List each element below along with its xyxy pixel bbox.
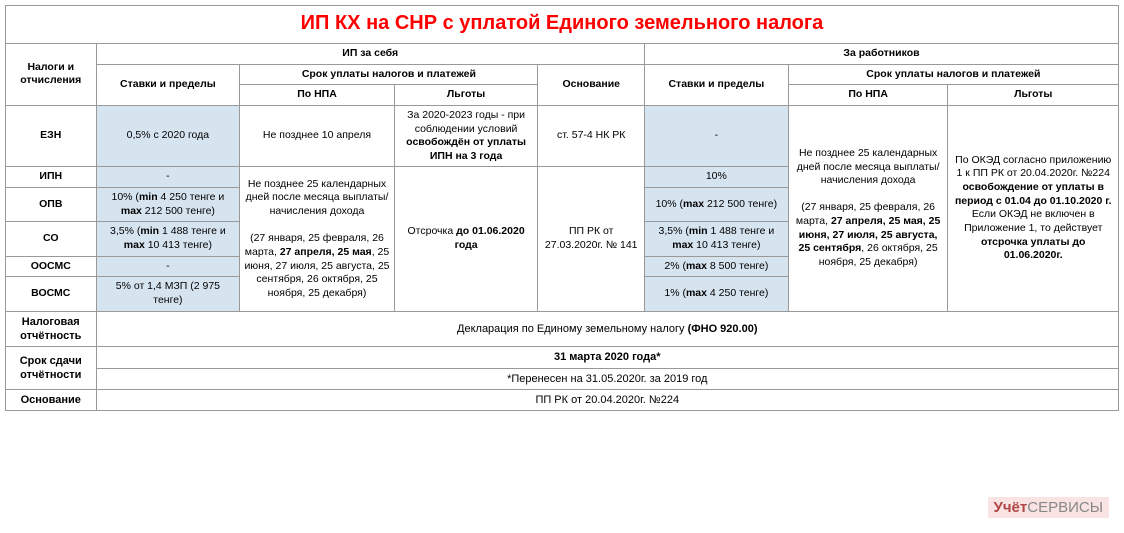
- text: 1 488 тенге и: [159, 225, 226, 237]
- text-bold: max: [672, 239, 693, 251]
- text: 3,5% (: [110, 225, 140, 237]
- text-bold: max: [686, 287, 707, 299]
- text-bold: освобождение от уплаты в период с 01.04 …: [955, 181, 1112, 207]
- text: 4 250 тенге и: [158, 191, 225, 203]
- watermark-part1: Учёт: [994, 499, 1028, 516]
- text: 4 250 тенге): [707, 287, 768, 299]
- page-title: ИП КХ на СНР с уплатой Единого земельног…: [5, 5, 1119, 43]
- row-label: СО: [6, 222, 97, 256]
- table-row: ЕЗН 0,5% с 2020 года Не позднее 10 апрел…: [6, 105, 1119, 167]
- footer-deadline-label: Срок сдачи отчётности: [6, 347, 97, 390]
- footer-report-label: Налоговая отчётность: [6, 311, 97, 347]
- text: 8 500 тенге): [707, 260, 768, 272]
- row-label: ИПН: [6, 167, 97, 188]
- rate-emp: 10%: [644, 167, 788, 188]
- header-taxes: Налоги и отчисления: [6, 44, 97, 106]
- header-rates-emp: Ставки и пределы: [644, 64, 788, 105]
- npa-self-merged: Не позднее 25 календарных дней после мес…: [240, 167, 394, 311]
- basis-self-merged: ПП РК от 27.03.2020г. № 141: [538, 167, 645, 311]
- footer-basis-label: Основание: [6, 389, 97, 410]
- rate-self: 0,5% с 2020 года: [96, 105, 240, 167]
- rate-emp: 1% (max 4 250 тенге): [644, 277, 788, 311]
- text: 212 500 тенге): [704, 198, 777, 210]
- text: За 2020-2023 годы - при соблюдении услов…: [407, 109, 525, 135]
- footer-deadline-value: 31 марта 2020 года*: [96, 347, 1118, 368]
- rate-self: 3,5% (min 1 488 тенге и max 10 413 тенге…: [96, 222, 240, 256]
- header-terms-emp: Срок уплаты налогов и платежей: [788, 64, 1118, 85]
- text-bold: освобождён от уплаты ИПН на 3 года: [406, 136, 526, 162]
- lgoty-self: За 2020-2023 годы - при соблюдении услов…: [394, 105, 538, 167]
- text: По ОКЭД согласно приложению 1 к ПП РК от…: [955, 154, 1111, 180]
- rate-emp: 10% (max 212 500 тенге): [644, 188, 788, 222]
- rate-self: -: [96, 256, 240, 277]
- watermark: УчётСЕРВИСЫ: [988, 497, 1109, 518]
- header-npa-emp: По НПА: [788, 85, 948, 106]
- npa-emp-merged: Не позднее 25 календарных дней после мес…: [788, 105, 948, 311]
- text: 2% (: [664, 260, 686, 272]
- text-bold: до 01.06.2020 года: [455, 225, 525, 251]
- text: 1% (: [664, 287, 686, 299]
- text: 3,5% (: [659, 225, 689, 237]
- header-lgoty-emp: Льготы: [948, 85, 1119, 106]
- text: 10 413 тенге): [693, 239, 760, 251]
- header-lgoty-self: Льготы: [394, 85, 538, 106]
- text: Если ОКЭД не включен в Приложение 1, то …: [964, 208, 1102, 234]
- text: Декларация по Единому земельному налогу: [457, 323, 688, 335]
- header-employees: За работников: [644, 44, 1118, 65]
- rate-emp: 2% (max 8 500 тенге): [644, 256, 788, 277]
- row-label: ВОСМС: [6, 277, 97, 311]
- header-self: ИП за себя: [96, 44, 644, 65]
- header-terms-self: Срок уплаты налогов и платежей: [240, 64, 538, 85]
- rate-emp: -: [644, 105, 788, 167]
- row-label: ООСМС: [6, 256, 97, 277]
- lgoty-emp-merged: По ОКЭД согласно приложению 1 к ПП РК от…: [948, 105, 1119, 311]
- text: 1 488 тенге и: [708, 225, 775, 237]
- table-row: *Перенесен на 31.05.2020г. за 2019 год: [6, 368, 1119, 389]
- text: 10 413 тенге): [145, 239, 212, 251]
- text: 10% (: [112, 191, 139, 203]
- text: 212 500 тенге): [142, 205, 215, 217]
- npa-self: Не позднее 10 апреля: [240, 105, 394, 167]
- text-bold: 27 апреля, 25 мая: [280, 246, 372, 258]
- text: 10% (: [656, 198, 683, 210]
- footer-basis-value: ПП РК от 20.04.2020г. №224: [96, 389, 1118, 410]
- text-bold: max: [121, 205, 142, 217]
- table-row: Срок сдачи отчётности 31 марта 2020 года…: [6, 347, 1119, 368]
- text-bold: min: [139, 191, 158, 203]
- watermark-part2: СЕРВИСЫ: [1027, 499, 1103, 516]
- tax-table: Налоги и отчисления ИП за себя За работн…: [5, 43, 1119, 411]
- lgoty-self-merged: Отсрочка до 01.06.2020 года: [394, 167, 538, 311]
- basis-self: ст. 57-4 НК РК: [538, 105, 645, 167]
- text-bold: max: [686, 260, 707, 272]
- text-bold: max: [124, 239, 145, 251]
- footer-report-value: Декларация по Единому земельному налогу …: [96, 311, 1118, 347]
- footer-deadline-note: *Перенесен на 31.05.2020г. за 2019 год: [96, 368, 1118, 389]
- text-bold: min: [689, 225, 708, 237]
- text: Не позднее 25 календарных дней после мес…: [797, 147, 940, 186]
- text-bold: отсрочка уплаты до 01.06.2020г.: [981, 236, 1085, 262]
- text-bold: max: [683, 198, 704, 210]
- row-label: ОПВ: [6, 188, 97, 222]
- rate-self: -: [96, 167, 240, 188]
- header-rates-self: Ставки и пределы: [96, 64, 240, 105]
- text-bold: min: [140, 225, 159, 237]
- rate-self: 10% (min 4 250 тенге и max 212 500 тенге…: [96, 188, 240, 222]
- text: Не позднее 25 календарных дней после мес…: [246, 178, 389, 217]
- header-basis-self: Основание: [538, 64, 645, 105]
- rate-self: 5% от 1,4 МЗП (2 975 тенге): [96, 277, 240, 311]
- text: Отсрочка: [408, 225, 457, 237]
- table-row: Основание ПП РК от 20.04.2020г. №224: [6, 389, 1119, 410]
- rate-emp: 3,5% (min 1 488 тенге и max 10 413 тенге…: [644, 222, 788, 256]
- text-bold: (ФНО 920.00): [688, 323, 758, 335]
- header-npa-self: По НПА: [240, 85, 394, 106]
- row-label: ЕЗН: [6, 105, 97, 167]
- table-row: Налоговая отчётность Декларация по Едино…: [6, 311, 1119, 347]
